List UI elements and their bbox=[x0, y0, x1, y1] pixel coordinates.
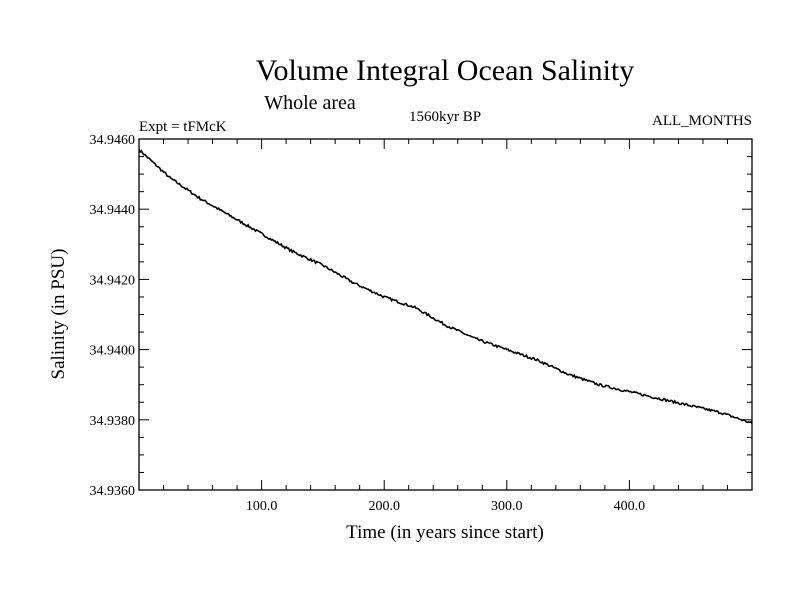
y-tick-label: 34.9380 bbox=[90, 414, 136, 429]
months-label: ALL_MONTHS bbox=[652, 113, 752, 129]
series-layer bbox=[138, 149, 753, 424]
x-tick-label: 400.0 bbox=[614, 499, 646, 514]
y-tick-label: 34.9360 bbox=[90, 484, 136, 499]
y-tick-label: 34.9440 bbox=[90, 203, 136, 218]
y-tick-label: 34.9420 bbox=[90, 273, 136, 288]
x-tick-label: 300.0 bbox=[491, 499, 523, 514]
period-label: 1560kyr BP bbox=[409, 109, 481, 125]
experiment-label: Expt = tFMcK bbox=[139, 119, 227, 135]
chart-subtitle: Whole area bbox=[264, 92, 356, 114]
chart-title: Volume Integral Ocean Salinity bbox=[256, 54, 635, 87]
y-tick-label: 34.9460 bbox=[90, 133, 136, 148]
y-tick-label: 34.9400 bbox=[90, 344, 136, 359]
series-line-salinity bbox=[138, 149, 753, 424]
x-axis-label: Time (in years since start) bbox=[346, 522, 544, 543]
plot-frame bbox=[138, 138, 753, 491]
y-axis-label: Salinity (in PSU) bbox=[48, 249, 69, 380]
x-tick-label: 200.0 bbox=[368, 499, 400, 514]
x-tick-label: 100.0 bbox=[246, 499, 278, 514]
axis-ticks: 100.0 200.0 300.0 400.0 34.9360 34.9380 34.940… bbox=[90, 133, 752, 514]
